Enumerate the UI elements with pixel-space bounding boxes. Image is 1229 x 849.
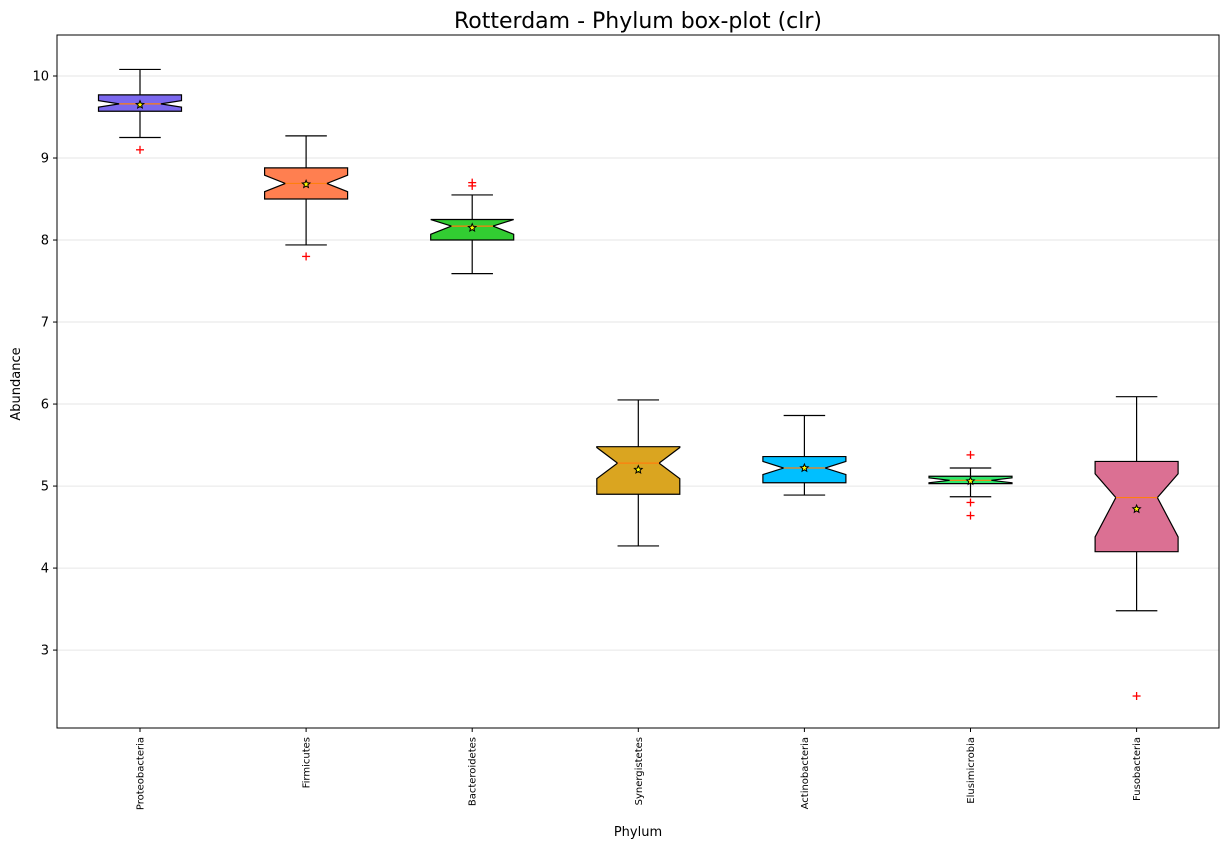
y-axis: 3 4 5 6 7 8 9 10: [32, 70, 57, 659]
box-firmicutes: [264, 135, 349, 261]
y-tick-label: 4: [41, 562, 49, 577]
outlier-point: [468, 178, 477, 187]
y-tick-label: 8: [41, 234, 49, 249]
grid-lines: [57, 75, 1219, 651]
y-axis-label: Abundance: [9, 347, 24, 420]
y-tick-label: 3: [41, 644, 49, 659]
outlier-point: [966, 450, 975, 459]
plot-frame: [56, 34, 1220, 729]
box-elusimicrobia: [928, 450, 1013, 520]
boxes: [97, 68, 1179, 701]
x-tick-label: Proteobacteria: [136, 737, 147, 810]
box-synergistetes: [596, 399, 681, 547]
mean-marker: [467, 222, 478, 233]
outlier-point: [966, 498, 975, 507]
x-tick-label: Synergistetes: [634, 737, 645, 805]
box-actinobacteria: [762, 414, 847, 496]
x-tick-label: Firmicutes: [302, 737, 313, 788]
x-tick-label: Elusimicrobia: [966, 737, 977, 804]
box-fusobacteria: [1094, 396, 1179, 701]
y-tick-label: 5: [41, 480, 49, 495]
box-proteobacteria: [97, 68, 183, 154]
box-bacteroidetes: [430, 178, 515, 275]
x-axis-label: Phylum: [614, 825, 662, 840]
x-tick-label: Bacteroidetes: [468, 737, 479, 806]
mean-marker: [134, 99, 146, 109]
y-tick-label: 9: [41, 152, 49, 167]
y-tick-label: 10: [32, 70, 49, 85]
outlier-point: [1132, 692, 1141, 701]
mean-marker: [301, 178, 312, 189]
x-tick-label: Actinobacteria: [800, 737, 811, 809]
y-tick-label: 7: [41, 316, 49, 331]
y-tick-label: 6: [41, 398, 49, 413]
mean-marker: [799, 462, 810, 473]
chart-title: Rotterdam - Phylum box-plot (clr): [454, 9, 822, 34]
outlier-point: [302, 252, 311, 261]
outlier-point: [966, 511, 975, 520]
mean-marker: [1131, 503, 1142, 514]
mean-marker: [633, 464, 644, 474]
mean-marker: [965, 475, 976, 486]
x-tick-label: Fusobacteria: [1132, 737, 1143, 801]
outlier-point: [136, 145, 144, 154]
x-axis: Proteobacteria Firmicutes Bacteroidetes Syn…: [136, 728, 1143, 810]
